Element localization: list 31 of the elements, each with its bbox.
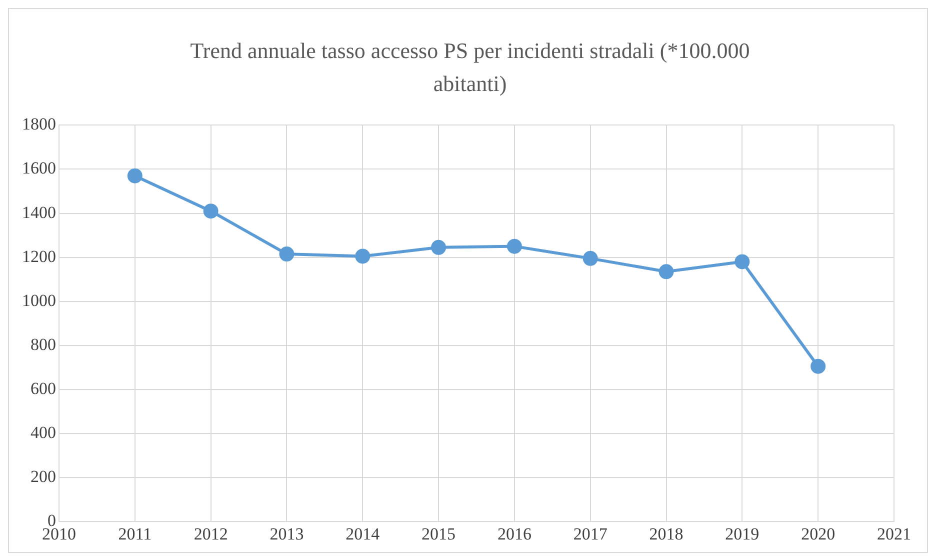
y-tick-label: 1600 bbox=[22, 158, 56, 178]
x-tick-label: 2015 bbox=[422, 524, 456, 544]
x-tick-label: 2021 bbox=[877, 524, 911, 544]
point bbox=[506, 238, 522, 254]
point bbox=[279, 246, 294, 262]
y-tick-label: 1000 bbox=[22, 290, 56, 310]
x-tick-label: 2017 bbox=[573, 524, 608, 544]
chart-title: Trend annuale tasso accesso PS per incidenti stradali (*100.000 abitanti) bbox=[189, 37, 751, 98]
point bbox=[127, 168, 142, 184]
y-tick-label: 1200 bbox=[22, 246, 56, 266]
y-tick-label: 600 bbox=[30, 378, 56, 398]
x-tick-label: 2016 bbox=[497, 524, 532, 544]
x-tick-label: 2018 bbox=[649, 524, 684, 544]
x-tick-label: 2011 bbox=[118, 524, 152, 544]
point bbox=[431, 240, 446, 255]
point bbox=[355, 248, 370, 264]
y-tick-label: 200 bbox=[30, 467, 56, 486]
x-tick-label: 2014 bbox=[346, 524, 380, 544]
point bbox=[582, 250, 598, 266]
y-tick-label: 1400 bbox=[22, 202, 56, 222]
y-tick-label: 400 bbox=[30, 422, 56, 442]
point bbox=[734, 254, 750, 270]
y-tick-label: 1800 bbox=[22, 114, 56, 134]
x-tick-label: 2013 bbox=[270, 524, 304, 544]
y-tick-label: 800 bbox=[30, 334, 56, 354]
point bbox=[810, 358, 826, 374]
point bbox=[658, 264, 674, 280]
point bbox=[203, 204, 218, 219]
x-tick-label: 2012 bbox=[194, 524, 228, 544]
x-tick-label: 2019 bbox=[725, 524, 760, 544]
x-tick-label: 2020 bbox=[801, 524, 836, 544]
